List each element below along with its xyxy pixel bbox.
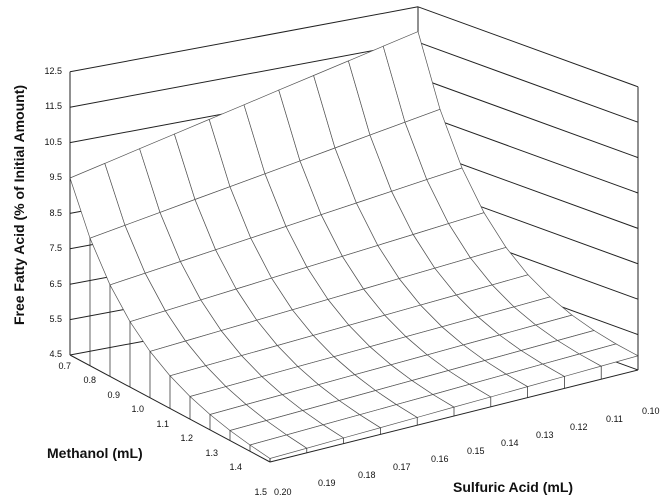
methanol-tick-label: 1.2 (180, 433, 193, 443)
z-axis-title: Free Fatty Acid (% of Initial Amount) (11, 85, 27, 325)
response-surface (69, 31, 639, 459)
sulfuric-axis-title: Sulfuric Acid (mL) (453, 479, 573, 495)
z-gridline (417, 41, 639, 123)
methanol-tick-label: 1.5 (254, 487, 267, 497)
sulfuric-tick-label: 0.17 (393, 462, 411, 472)
methanol-tick-label: 1.1 (156, 419, 169, 429)
z-gridline (69, 41, 419, 108)
z-tick-label: 11.5 (45, 101, 62, 111)
methanol-tick-label: 1.3 (205, 448, 218, 458)
sulfuric-tick-label: 0.10 (642, 406, 660, 416)
z-gridline (417, 112, 639, 194)
methanol-axis-title: Methanol (mL) (47, 445, 143, 461)
sulfuric-tick-label: 0.12 (570, 422, 588, 432)
floor-edge (69, 354, 271, 463)
methanol-tick-label: 0.8 (83, 375, 96, 385)
sulfuric-tick-label: 0.18 (358, 470, 376, 480)
z-axis-ticks: 4.5 5.5 6.5 7.5 8.5 9.5 10.5 11.5 12.5 (44, 66, 62, 359)
sulfuric-axis-ticks: 0.20 0.19 0.18 0.17 0.16 0.15 0.14 0.13 … (274, 406, 660, 497)
z-gridline (417, 77, 639, 159)
sulfuric-tick-label: 0.14 (501, 438, 519, 448)
chart-box-front-edges (69, 178, 639, 463)
z-tick-label: 7.5 (49, 243, 62, 253)
z-tick-label: 9.5 (49, 172, 62, 182)
z-tick-label: 10.5 (44, 137, 62, 147)
floor-edge (269, 369, 639, 463)
sulfuric-tick-label: 0.19 (318, 478, 336, 488)
sulfuric-tick-label: 0.16 (431, 454, 449, 464)
z-tick-label: 12.5 (44, 66, 62, 76)
z-tick-label: 5.5 (49, 314, 62, 324)
sulfuric-tick-label: 0.11 (606, 414, 623, 424)
z-gridline (69, 6, 419, 73)
z-tick-label: 6.5 (49, 279, 62, 289)
sulfuric-tick-label: 0.20 (274, 487, 292, 497)
methanol-tick-label: 1.4 (229, 462, 242, 472)
sulfuric-tick-label: 0.15 (467, 446, 485, 456)
methanol-tick-label: 0.7 (58, 361, 71, 371)
methanol-axis-ticks: 0.7 0.8 0.9 1.0 1.1 1.2 1.3 1.4 1.5 (58, 361, 267, 497)
surface-cell (578, 343, 639, 367)
methanol-tick-label: 0.9 (107, 390, 120, 400)
sulfuric-tick-label: 0.13 (536, 430, 554, 440)
z-tick-label: 8.5 (49, 208, 62, 218)
z-tick-label: 4.5 (49, 349, 62, 359)
methanol-tick-label: 1.0 (131, 404, 144, 414)
z-gridline (417, 6, 639, 88)
